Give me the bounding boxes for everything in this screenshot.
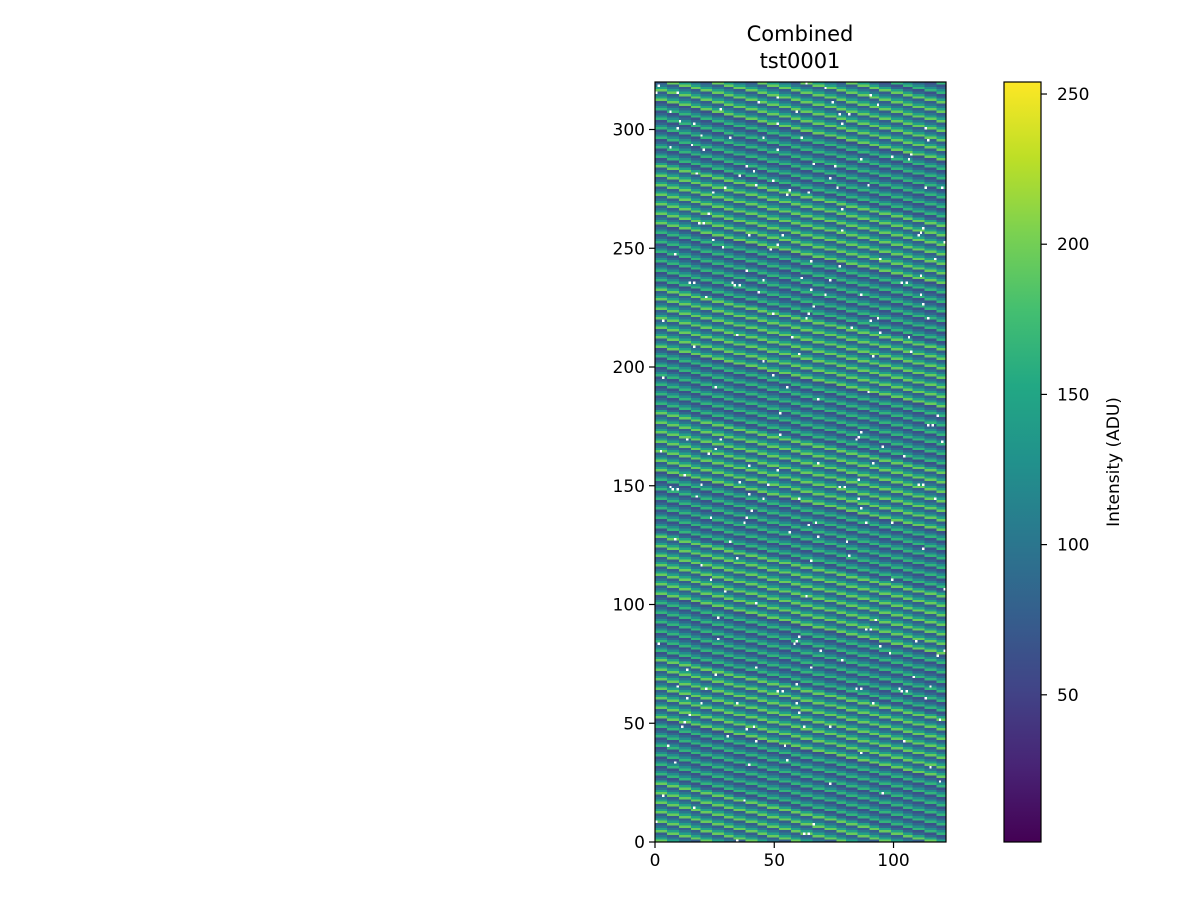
colorbar-axis: 50 100 150 200 250 [1041, 85, 1089, 706]
colorbar-tick-label: 50 [1057, 686, 1079, 706]
colorbar-label: Intensity (ADU) [1104, 397, 1124, 527]
y-tick-label: 200 [613, 358, 645, 378]
y-tick-label: 250 [613, 239, 645, 259]
chart-title-line-1: Combined [747, 22, 854, 46]
colorbar-tick-label: 150 [1057, 385, 1089, 405]
heatmap-image [655, 82, 946, 842]
chart-title-line-2: tst0001 [760, 49, 841, 73]
y-tick-label: 100 [613, 596, 645, 616]
colorbar-tick-label: 250 [1057, 85, 1089, 105]
x-tick-label: 100 [877, 851, 909, 871]
x-tick-label: 0 [650, 851, 661, 871]
y-tick-label: 0 [634, 833, 645, 853]
y-axis: 0 50 100 150 200 250 300 [613, 121, 655, 853]
colorbar-tick-label: 200 [1057, 235, 1089, 255]
colorbar-tick-label: 100 [1057, 536, 1089, 556]
x-axis: 0 50 100 [650, 842, 910, 871]
y-tick-label: 50 [623, 714, 645, 734]
y-tick-label: 150 [613, 477, 645, 497]
x-tick-label: 50 [763, 851, 785, 871]
colorbar-frame [1003, 81, 1042, 843]
plot-frame [654, 81, 947, 843]
colorbar [1004, 82, 1041, 842]
y-tick-label: 300 [613, 121, 645, 141]
